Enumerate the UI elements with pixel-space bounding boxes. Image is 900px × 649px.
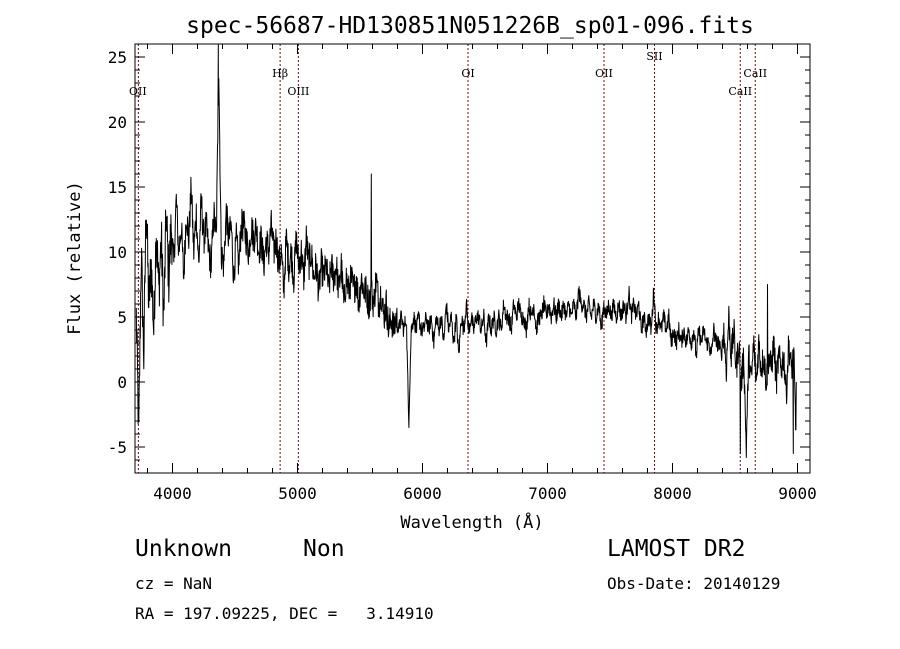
emission-line-label: Hβ: [272, 67, 288, 80]
y-tick-label: 15: [108, 178, 127, 197]
redshift-cz: cz = NaN: [135, 574, 213, 593]
object-subclass: Non: [303, 536, 345, 562]
emission-line-label: CaII: [728, 85, 752, 98]
y-tick-label: 10: [108, 243, 127, 262]
object-class: Unknown: [135, 536, 232, 562]
x-tick-label: 7000: [528, 484, 567, 503]
x-axis: 4000 5000 6000 7000 8000 9000: [147, 44, 817, 503]
spectrum-layer: [135, 43, 797, 458]
y-tick-label: 0: [117, 373, 127, 392]
emission-line-label: OII: [129, 85, 147, 98]
emission-line-labels: OII Hβ OIII OI OII SII CaII CaII: [129, 50, 767, 98]
y-axis: -5 0 5 10 15 20 25: [108, 43, 810, 461]
emission-line-label: CaII: [743, 67, 767, 80]
x-tick-label: 5000: [278, 484, 317, 503]
survey-name: LAMOST DR2: [607, 536, 746, 562]
x-axis-label: Wavelength (Å): [400, 511, 543, 533]
x-tick-label: 4000: [153, 484, 192, 503]
emission-line-label: OIII: [287, 85, 309, 98]
emission-line-markers: [137, 44, 756, 473]
emission-line-label: OI: [461, 67, 474, 80]
y-tick-label: 25: [108, 48, 127, 67]
x-tick-label: 9000: [778, 484, 817, 503]
observation-date: Obs-Date: 20140129: [607, 574, 781, 593]
chart-title: spec-56687-HD130851N051226B_sp01-096.fit…: [186, 13, 754, 39]
spectrum-line: [135, 43, 797, 458]
ra-dec-coordinates: RA = 197.09225, DEC = 3.14910: [135, 604, 434, 623]
x-tick-label: 8000: [653, 484, 692, 503]
y-tick-label: 5: [117, 308, 127, 327]
emission-line-label: OII: [595, 67, 613, 80]
emission-line-label: SII: [646, 50, 662, 63]
y-axis-label: Flux (relative): [65, 181, 85, 335]
y-tick-label: -5: [108, 438, 127, 457]
plot-frame: [134, 43, 811, 474]
y-tick-label: 20: [108, 113, 127, 132]
x-tick-label: 6000: [403, 484, 442, 503]
